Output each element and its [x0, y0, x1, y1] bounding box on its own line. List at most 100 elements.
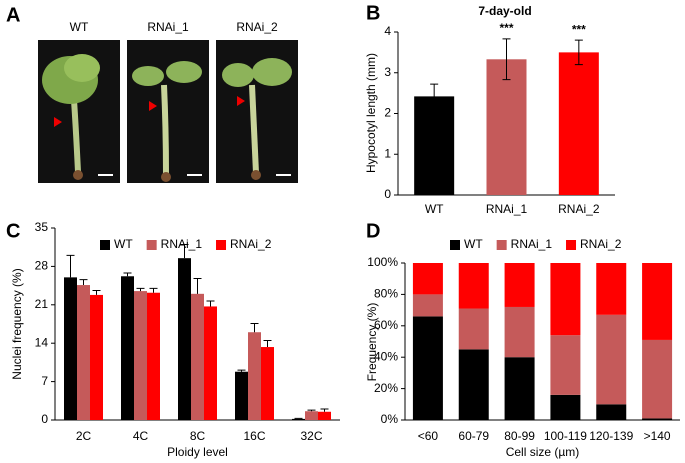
- arrowhead: [149, 101, 157, 111]
- error-bar: [263, 339, 272, 348]
- bar: [178, 258, 191, 420]
- bar: [235, 371, 248, 420]
- photo-label: RNAi_1: [147, 20, 189, 34]
- bar: [261, 347, 274, 420]
- x-axis-label: Cell size (µm): [506, 445, 580, 459]
- legend-label: RNAi_1: [511, 237, 553, 251]
- x-axis-label: Ploidy level: [167, 445, 228, 459]
- bar: [486, 59, 527, 195]
- bar-segment: [596, 263, 627, 315]
- y-tick-label: 3: [384, 65, 391, 79]
- photo-label: WT: [70, 20, 89, 34]
- y-tick-label: 21: [35, 297, 49, 311]
- bar-segment: [550, 263, 581, 336]
- y-tick-label: 1: [384, 146, 391, 160]
- bar: [558, 52, 599, 195]
- seedling: [132, 61, 202, 182]
- error-bar: [307, 409, 316, 412]
- y-tick-label: 100%: [367, 255, 398, 269]
- arrowhead: [54, 117, 62, 127]
- bar-segment: [596, 314, 627, 405]
- bar-segment: [642, 339, 673, 419]
- seedling: [42, 54, 100, 180]
- legend-label: RNAi_2: [230, 237, 272, 251]
- x-tick-label: 32C: [300, 429, 322, 443]
- legend-swatch: [496, 240, 507, 250]
- bar: [64, 277, 77, 420]
- y-axis-label: Nuclei frequency (%): [10, 268, 24, 379]
- error-bar: [136, 287, 145, 292]
- photo-label: RNAi_2: [236, 20, 278, 34]
- error-bar: [206, 300, 215, 307]
- error-bar: [193, 277, 202, 294]
- error-bar: [320, 408, 329, 412]
- error-bar: [574, 39, 583, 66]
- legend-swatch: [146, 240, 157, 250]
- y-tick-label: 0%: [381, 412, 399, 426]
- x-tick-label: 4C: [133, 429, 149, 443]
- bar-segment: [504, 263, 535, 307]
- y-axis-label: Hypocotyl length (mm): [364, 53, 378, 173]
- error-bar: [66, 254, 75, 278]
- x-tick-label: WT: [425, 202, 444, 216]
- bar-segment: [412, 294, 443, 317]
- y-tick-label: 4: [384, 24, 391, 38]
- bar: [248, 332, 261, 420]
- bar: [77, 285, 90, 420]
- x-tick-label: 8C: [190, 429, 206, 443]
- error-bar: [294, 417, 303, 419]
- bar: [305, 411, 318, 420]
- y-tick-label: 0: [384, 187, 391, 201]
- error-bar: [180, 243, 189, 259]
- error-bar: [92, 290, 101, 295]
- bar-segment: [550, 394, 581, 420]
- y-tick-label: 40%: [374, 349, 398, 363]
- bar: [147, 292, 160, 420]
- error-bar: [237, 369, 246, 372]
- x-tick-label: 120-139: [589, 429, 633, 443]
- x-tick-label: 100-119: [544, 429, 587, 443]
- error-bar: [430, 83, 439, 110]
- panel-letter: C: [6, 220, 20, 242]
- bar-segment: [596, 404, 627, 420]
- x-tick-label: >140: [644, 429, 671, 443]
- error-bar: [79, 279, 88, 286]
- arrowhead: [237, 96, 245, 106]
- bar: [121, 276, 134, 420]
- photo-panel: A WT RNAi_1 RNAi_2: [6, 4, 298, 183]
- bar-segment: [458, 263, 489, 309]
- bar: [134, 291, 147, 420]
- bar-segment: [412, 316, 443, 420]
- y-tick-label: 0: [41, 412, 48, 426]
- bar-segment: [458, 349, 489, 420]
- legend-label: WT: [464, 237, 483, 251]
- bar: [292, 418, 305, 420]
- panel-letter: B: [366, 2, 380, 24]
- y-tick-label: 7: [41, 374, 48, 388]
- x-tick-label: 16C: [243, 429, 265, 443]
- error-bar: [123, 272, 132, 277]
- bar-segment: [642, 263, 673, 340]
- bar-segment: [642, 418, 673, 420]
- error-bar: [250, 322, 259, 333]
- y-tick-label: 28: [35, 259, 49, 273]
- y-tick-label: 14: [35, 335, 49, 349]
- bar-segment: [550, 335, 581, 395]
- bar: [204, 306, 217, 420]
- legend-swatch: [100, 240, 110, 250]
- seedling: [222, 58, 292, 180]
- bar: [90, 294, 103, 420]
- chart-title: 7-day-old: [478, 4, 531, 18]
- error-bar: [502, 38, 511, 81]
- x-tick-label: RNAi_2: [558, 202, 600, 216]
- legend-swatch: [450, 240, 460, 250]
- bar: [318, 411, 331, 420]
- bar-segment: [504, 306, 535, 358]
- significance-label: ***: [499, 21, 513, 35]
- error-bar: [149, 287, 158, 293]
- y-axis-label: Frequency (%): [365, 303, 379, 382]
- x-tick-label: <60: [418, 429, 439, 443]
- bar-segment: [504, 357, 535, 420]
- x-tick-label: 2C: [76, 429, 92, 443]
